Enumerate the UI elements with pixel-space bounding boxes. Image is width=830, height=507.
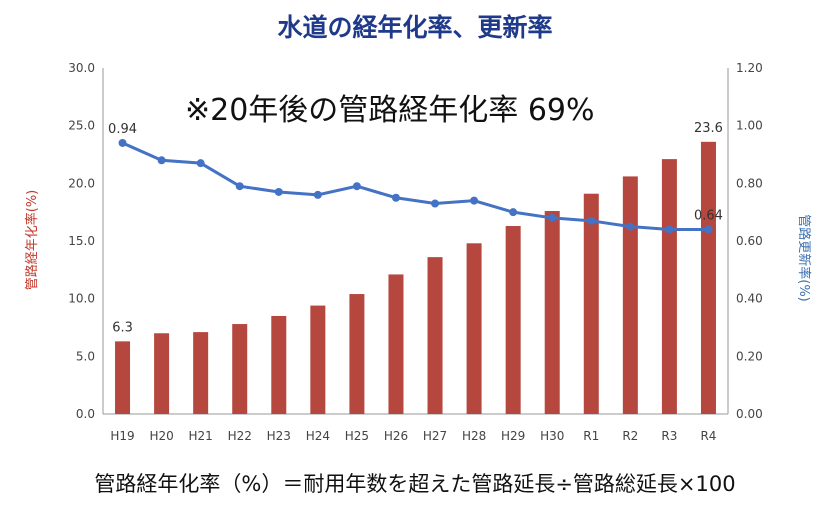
line-point	[548, 213, 557, 222]
x-tick-label: R2	[622, 429, 638, 443]
line-point	[196, 159, 205, 168]
line-point	[665, 225, 674, 234]
bar	[466, 243, 482, 414]
series-line	[121, 141, 709, 231]
bar	[349, 294, 365, 414]
line-point	[509, 208, 518, 217]
left-tick-label: 20.0	[68, 176, 95, 190]
x-tick-label: H29	[501, 429, 525, 443]
bar	[427, 257, 443, 414]
x-tick-label: H28	[462, 429, 486, 443]
x-tick-label: H26	[384, 429, 408, 443]
line-point	[157, 156, 166, 165]
left-tick-label: 15.0	[68, 234, 95, 248]
x-tick-label: H27	[423, 429, 447, 443]
bar	[232, 324, 248, 414]
x-tick-label: R4	[700, 429, 716, 443]
line-point	[470, 196, 479, 205]
line-point	[274, 187, 283, 196]
right-tick-label: 0.20	[736, 349, 763, 363]
right-tick-label: 0.00	[736, 407, 763, 421]
data-label: 0.64	[694, 208, 723, 223]
line-point	[313, 190, 322, 199]
bar-series	[115, 141, 716, 414]
x-tick-label: H19	[110, 429, 134, 443]
x-tick-label: H21	[189, 429, 213, 443]
data-label: 0.94	[108, 122, 137, 137]
formula-caption: 管路経年化率（%）＝耐用年数を超えた管路延長÷管路総延長×100	[94, 472, 736, 496]
bar	[388, 274, 404, 414]
line-series	[118, 138, 713, 234]
line-point	[391, 193, 400, 202]
x-tick-label: H30	[540, 429, 564, 443]
bar	[271, 315, 287, 414]
bar	[310, 305, 326, 414]
right-tick-label: 1.00	[736, 119, 763, 133]
data-label: 6.3	[112, 320, 133, 335]
data-label: 23.6	[694, 121, 723, 136]
x-tick-label: R3	[661, 429, 677, 443]
line-point	[587, 216, 596, 225]
line-point	[626, 222, 635, 231]
right-tick-label: 0.80	[736, 176, 763, 190]
chart-title: 水道の経年化率、更新率	[277, 13, 553, 42]
bar	[622, 176, 638, 414]
x-tick-label: H25	[345, 429, 369, 443]
x-tick-label: H24	[306, 429, 330, 443]
left-tick-label: 30.0	[68, 61, 95, 75]
right-tick-label: 0.60	[736, 234, 763, 248]
left-axis-label: 管路経年化率(%)	[24, 190, 40, 291]
line-point	[704, 225, 713, 234]
bar	[193, 332, 209, 414]
left-tick-label: 0.0	[76, 407, 95, 421]
chart-annotation: ※20年後の管路経年化率 69%	[185, 93, 595, 128]
chart-axes: 0.0 5.0 10.0 15.0 20.0 25.0 30.0 0.00 0.20 0.40 0.…	[68, 61, 762, 443]
right-tick-label: 0.40	[736, 292, 763, 306]
left-tick-label: 10.0	[68, 292, 95, 306]
right-tick-label: 1.20	[736, 61, 763, 75]
left-tick-label: 5.0	[76, 349, 95, 363]
bar	[115, 341, 131, 414]
bar	[661, 159, 677, 414]
x-tick-label: R1	[583, 429, 599, 443]
x-tick-label: H23	[267, 429, 291, 443]
right-axis-label: 管路更新率(%)	[796, 214, 812, 302]
line-point	[118, 138, 127, 147]
bar	[583, 193, 599, 414]
line-point	[431, 199, 440, 208]
bar	[154, 333, 170, 414]
bar	[544, 211, 560, 414]
x-tick-label: H22	[228, 429, 252, 443]
left-tick-label: 25.0	[68, 119, 95, 133]
bar	[700, 141, 716, 414]
bar	[505, 226, 521, 414]
data-labels: 6.3 23.6 0.94 0.64	[108, 121, 723, 336]
line-point	[352, 182, 361, 191]
x-tick-label: H20	[149, 429, 173, 443]
line-point	[235, 182, 244, 191]
